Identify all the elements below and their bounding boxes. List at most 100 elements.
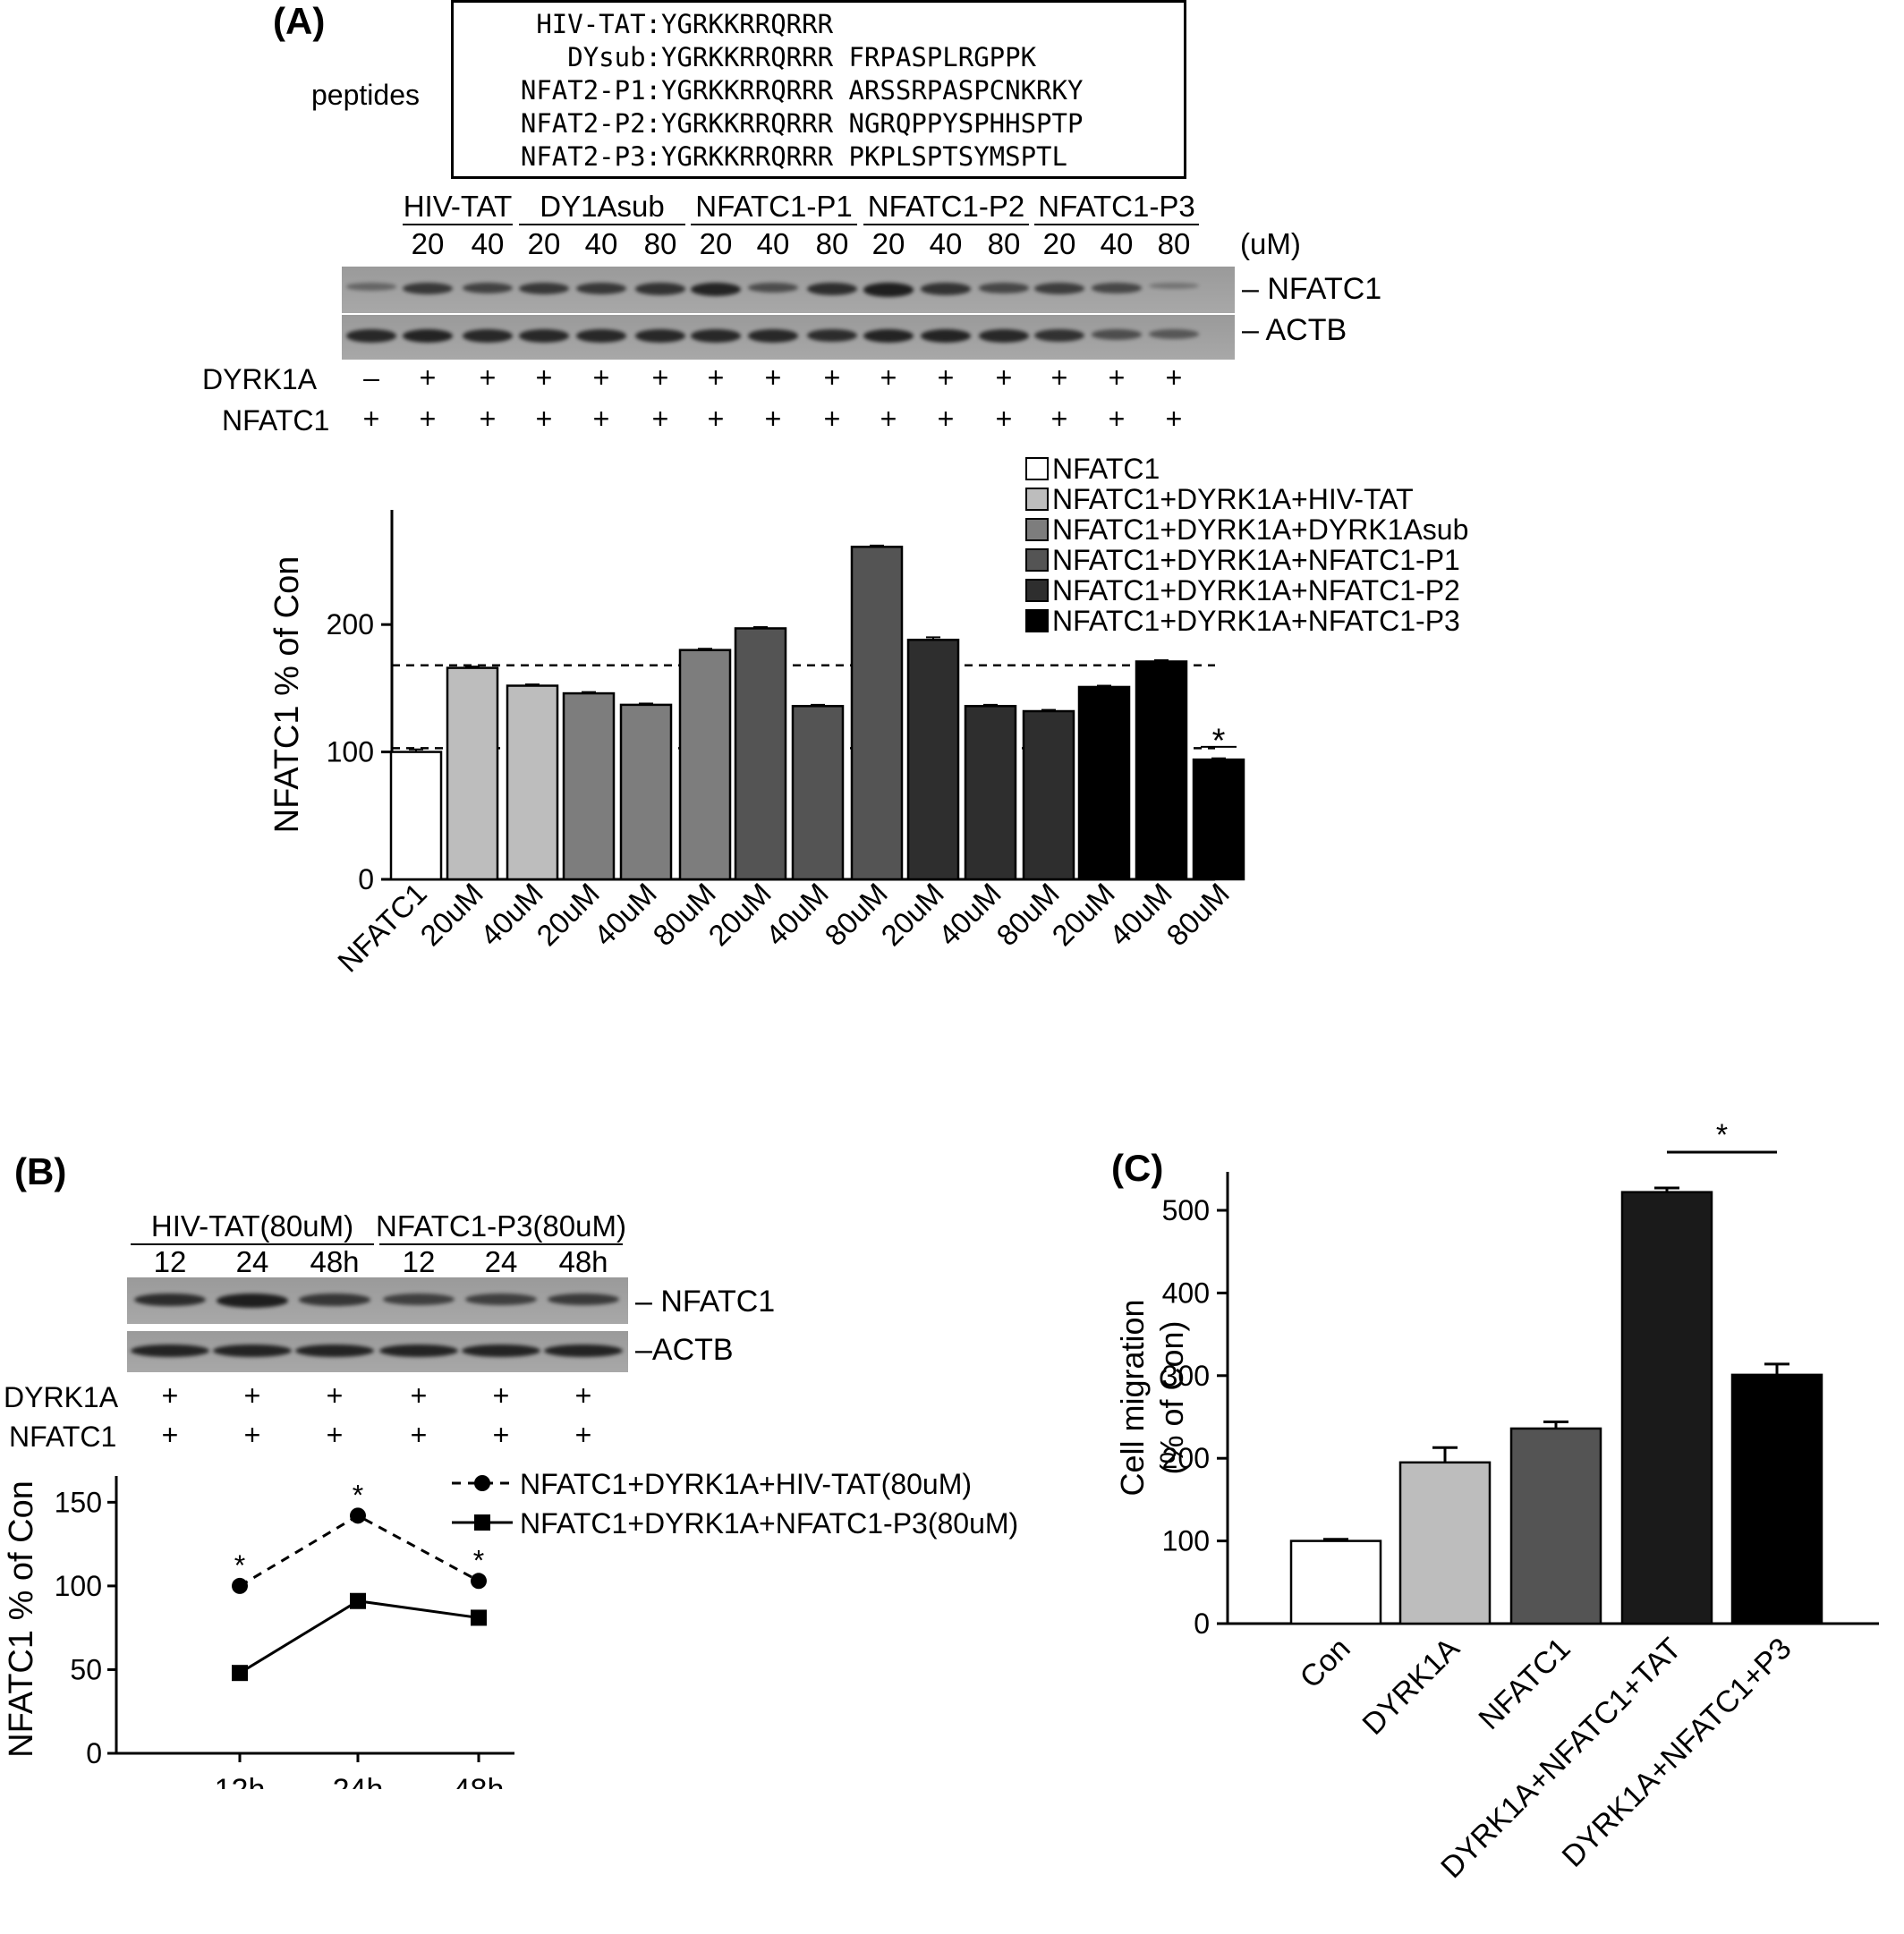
panel-a-group-label: HIV-TAT xyxy=(403,190,513,223)
bar xyxy=(1077,685,1131,881)
peptide-row: NFAT2-P3: YGRKKRRQRRR PKPLSPTSYMSPTL xyxy=(463,140,1175,174)
dyrk1a-sign: + xyxy=(1108,361,1126,394)
y-tick-label: 0 xyxy=(358,863,374,895)
panel-a-nfatc1-blot xyxy=(342,267,1235,313)
dyrk1a-sign: + xyxy=(1165,361,1183,394)
blot-band xyxy=(346,329,396,343)
nfatc1-label: NFATC1 xyxy=(1267,272,1382,306)
dyrk1a-sign: + xyxy=(592,361,610,394)
peptide-row: NFAT2-P1: YGRKKRRQRRR ARSSRPASPCNKRKY xyxy=(463,74,1175,107)
bar xyxy=(1192,758,1245,881)
legend-swatch xyxy=(1025,548,1049,572)
y-tick-label: 0 xyxy=(1194,1607,1210,1640)
x-tick-label: 48h xyxy=(454,1773,505,1789)
panel-a-group-underline xyxy=(519,224,685,225)
bar xyxy=(678,649,732,881)
nfatc1-sign: + xyxy=(1165,403,1183,435)
panel-a-actb-blot xyxy=(342,315,1235,360)
blot-band xyxy=(544,1344,623,1357)
blot-band xyxy=(1092,329,1142,340)
nfatc1-sign: + xyxy=(880,403,897,435)
legend-swatch xyxy=(1025,457,1049,480)
y-tick-label: 50 xyxy=(70,1653,102,1685)
x-tick-label: 80uM xyxy=(646,877,722,953)
legend-label: NFATC1 xyxy=(1052,452,1160,485)
dyrk1a-sign: + xyxy=(326,1379,344,1412)
blot-band xyxy=(1092,283,1142,293)
panel-a-conc-label: 80 xyxy=(1157,227,1191,260)
nfatc1-sign: + xyxy=(479,403,497,435)
dyrk1a-sign: + xyxy=(764,361,782,394)
panel-b-nfatc1-blot xyxy=(127,1277,628,1324)
y-axis-title: NFATC1 % of Con xyxy=(268,556,306,834)
panel-a-group-underline xyxy=(403,224,513,225)
y-tick-label: 100 xyxy=(55,1570,102,1602)
bar xyxy=(1398,1461,1492,1625)
peptides-label: peptides xyxy=(311,79,420,111)
panel-a-group-label: DY1Asub xyxy=(540,190,665,223)
blot-band xyxy=(807,283,857,295)
panel-c-letter: (C) xyxy=(1111,1147,1164,1189)
panel-a-conc-label: 40 xyxy=(756,227,790,260)
peptide-sequence: YGRKKRRQRRR xyxy=(661,9,834,39)
significance-star: * xyxy=(353,1479,363,1511)
dyrk1a-sign: + xyxy=(410,1379,428,1412)
x-tick-label: 80uM xyxy=(1160,877,1236,953)
panel-b-group-underline xyxy=(131,1243,374,1245)
panel-a-letter: (A) xyxy=(273,0,326,42)
y-axis-title: Cell migration xyxy=(1114,1299,1151,1496)
blot-band xyxy=(748,283,798,293)
y-tick-label: 300 xyxy=(1162,1360,1210,1392)
nfatc1-sign: + xyxy=(161,1419,179,1451)
y-axis-title: NFATC1 % of Con xyxy=(3,1480,40,1758)
blot-band xyxy=(691,283,741,296)
dyrk1a-sign: + xyxy=(937,361,955,394)
significance-star: * xyxy=(234,1549,245,1582)
x-tick-label: 12h xyxy=(215,1773,266,1789)
y-tick-label: 200 xyxy=(327,608,374,640)
blot-band xyxy=(217,1294,288,1308)
panel-a-conc-label: 80 xyxy=(987,227,1021,260)
panel-a-conc-label: 80 xyxy=(643,227,677,260)
bar xyxy=(850,546,904,881)
panel-b-actb-blot-label: –ACTB xyxy=(635,1333,734,1367)
series-line xyxy=(239,1514,480,1588)
data-point xyxy=(350,1507,366,1524)
blot-band xyxy=(346,283,396,291)
panel-b-time-label: 24 xyxy=(235,1245,269,1278)
y-tick-label: 150 xyxy=(55,1486,102,1518)
dyrk1a-sign: + xyxy=(707,361,725,394)
bar xyxy=(1135,660,1188,881)
panel-b-line-chart: 0 50 100 150 12h 24h 48h NFATC1 % of Con * * * NFAT… xyxy=(3,1468,1018,1789)
x-tick-label: 20uM xyxy=(701,877,778,953)
peptide-name: NFAT2-P2: xyxy=(520,108,661,139)
peptide-row: HIV-TAT: YGRKKRRQRRR xyxy=(463,8,1175,41)
y-tick-label: 200 xyxy=(1162,1442,1210,1474)
panel-a-group-underline xyxy=(691,224,857,225)
panel-a-group-underline xyxy=(863,224,1029,225)
dyrk1a-sign: + xyxy=(880,361,897,394)
panel-a-conc-label: 20 xyxy=(699,227,733,260)
dyrk1a-sign: + xyxy=(243,1379,261,1412)
legend-swatch xyxy=(1025,609,1049,632)
nfatc1-sign: + xyxy=(326,1419,344,1451)
y-tick-label: 500 xyxy=(1162,1194,1210,1226)
bar xyxy=(906,639,960,881)
bar xyxy=(619,703,673,881)
bar xyxy=(1022,709,1075,881)
blot-band xyxy=(576,283,626,294)
dyrk1a-sign: + xyxy=(161,1379,179,1412)
blot-band xyxy=(548,1294,619,1306)
y-tick-label: 0 xyxy=(86,1737,102,1769)
blot-band xyxy=(403,329,453,344)
legend-item: NFATC1+DYRK1A+NFATC1-P3 xyxy=(1025,605,1468,637)
bar xyxy=(1620,1191,1713,1625)
nfatc1-sign: + xyxy=(823,403,841,435)
legend-item: NFATC1+DYRK1A+HIV-TAT xyxy=(1025,483,1468,515)
legend-item: NFATC1+DYRK1A+DYRK1Asub xyxy=(1025,513,1468,546)
x-tick-label: 24h xyxy=(333,1773,384,1789)
peptide-name: DYsub: xyxy=(567,42,661,72)
panel-b-time-label: 24 xyxy=(484,1245,518,1278)
x-tick-label: 40uM xyxy=(587,877,663,953)
